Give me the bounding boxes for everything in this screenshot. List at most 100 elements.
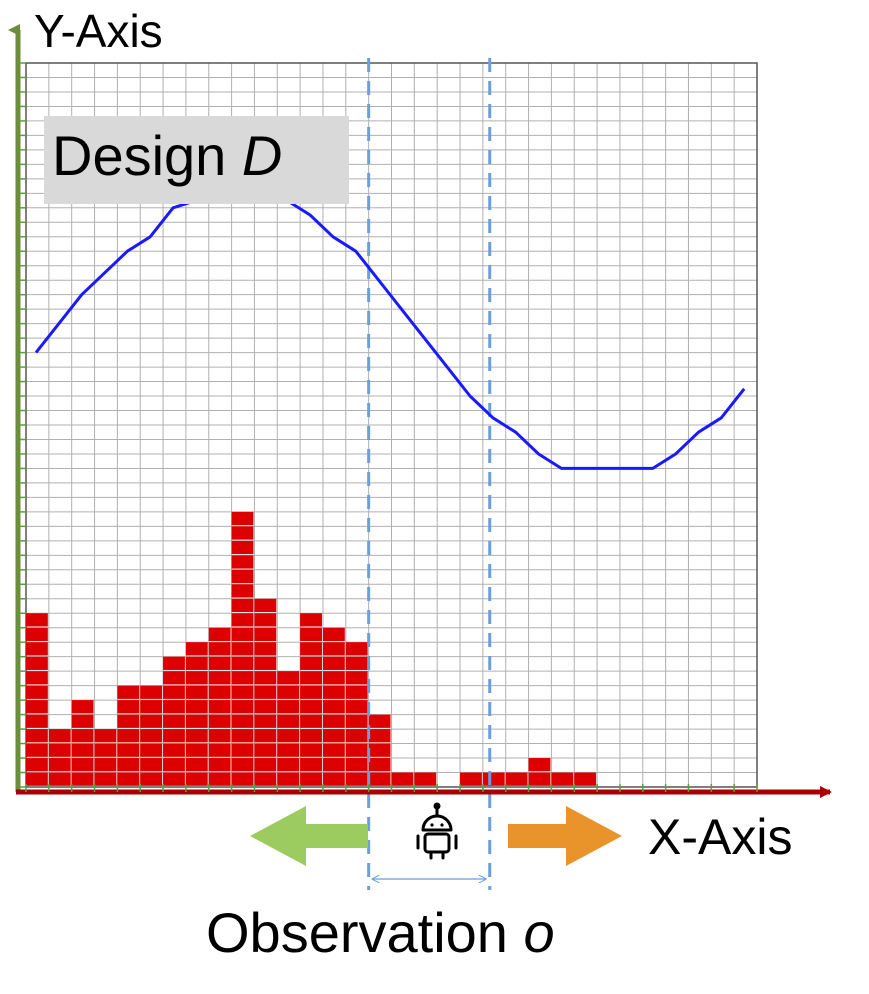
axes [8,24,832,798]
histogram-bar-cell [551,772,574,786]
histogram-bar-cell [574,772,597,786]
histogram-bar-cell [71,758,94,772]
histogram-bar-cell [117,743,140,757]
histogram-bar-cell [140,772,163,786]
histogram-bar-cell [345,772,368,786]
histogram-bar-cell [231,714,254,728]
histogram-bar-cell [368,729,391,743]
histogram-bar-cell [163,671,185,685]
histogram-bar-cell [254,729,277,743]
histogram-bar-cell [254,714,277,728]
histogram-bar-cell [482,772,505,786]
histogram-bar-cell [254,685,277,699]
histogram-bar-cell [185,772,208,786]
histogram-bar-cell [208,772,231,786]
robot-body [423,832,451,854]
histogram-bar-cell [231,569,254,584]
histogram-bar-cell [231,642,254,656]
histogram-bar-cell [300,714,322,728]
histogram-bar-cell [322,685,345,699]
histogram-bar-cell [300,729,322,743]
histogram-bar-cell [185,685,208,699]
histogram-bar-cell [117,700,140,714]
histogram-bar-cell [208,743,231,757]
histogram-bar-cell [368,743,391,757]
histogram-bar-cell [185,743,208,757]
robot-antenna-tip [433,802,441,810]
histogram-bar-cell [300,685,322,699]
design-label: Design D [52,128,282,184]
histogram-bar-cell [26,729,48,743]
design-label-text: Design [52,124,227,187]
histogram-bar-cell [300,627,322,641]
histogram-bar-cell [345,671,368,685]
histogram-bar-cell [163,685,185,699]
histogram-bar-cell [117,729,140,743]
histogram-bar-cell [208,671,231,685]
histogram-bar-cell [391,772,414,786]
histogram-bar-cell [231,656,254,670]
histogram-bar-cell [140,714,163,728]
histogram-bar-cell [254,671,277,685]
histogram-bar-cell [185,671,208,685]
histogram-bar-cell [322,656,345,670]
histogram-bar-cell [71,714,94,728]
histogram-bar-cell [185,642,208,656]
histogram-bar-cell [163,772,185,786]
histogram-bar-cell [277,758,300,772]
histogram-bar-cell [26,743,48,757]
histogram-bar-cell [185,758,208,772]
agent-group [250,802,622,866]
histogram-bar-cell [505,772,528,786]
histogram-bar-cell [26,613,48,627]
histogram-bar-cell [48,743,71,757]
design-variable: D [241,124,283,187]
histogram-bar-cell [94,743,117,757]
design-curve-group [34,199,746,470]
histogram-bars [26,511,597,786]
histogram-bar-cell [277,685,300,699]
histogram-bar-cell [26,714,48,728]
histogram-bar-cell [48,772,71,786]
histogram-bar-cell [345,642,368,656]
histogram-bar-cell [345,656,368,670]
histogram-bar-cell [185,700,208,714]
robot-icon [416,802,458,860]
histogram-bar-cell [528,772,551,786]
histogram-bar-cell [322,627,345,641]
histogram-bar-cell [345,758,368,772]
histogram-bar-cell [231,613,254,627]
histogram-bar-cell [277,671,300,685]
histogram-bar-cell [26,656,48,670]
observation-label: Observation o [206,905,555,961]
histogram-bar-cell [231,729,254,743]
histogram-bar-cell [277,743,300,757]
histogram-bar-cell [254,627,277,641]
histogram-bar-cell [322,642,345,656]
histogram-bar-cell [163,714,185,728]
robot-head [421,814,453,832]
histogram-bar-cell [26,642,48,656]
histogram-bar-cell [26,685,48,699]
histogram-bar-cell [26,627,48,641]
histogram-bar-cell [48,729,71,743]
histogram-bar-cell [208,758,231,772]
histogram-bar-cell [208,714,231,728]
histogram-bar-cell [94,772,117,786]
observation-window [367,58,492,890]
histogram-bar-cell [277,714,300,728]
histogram-bar-cell [414,772,437,786]
histogram-bar-cell [117,685,140,699]
histogram-bar-cell [231,758,254,772]
histogram-bar-cell [117,758,140,772]
histogram-bar-cell [231,627,254,641]
histogram-bar-cell [460,772,482,786]
histogram-bar-cell [254,656,277,670]
histogram-bar-cell [322,758,345,772]
histogram-bar-cell [277,772,300,786]
histogram-bar-cell [231,555,254,569]
histogram-bar-cell [94,758,117,772]
robot-right-eye [440,823,444,827]
